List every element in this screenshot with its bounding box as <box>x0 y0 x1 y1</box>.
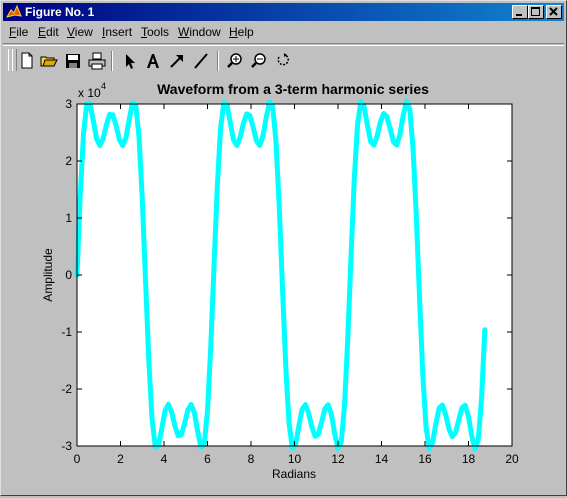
zoom-in-icon <box>227 53 242 68</box>
x-axis-label: Radians <box>272 467 316 481</box>
insert-line-icon <box>194 53 208 69</box>
menu-file[interactable]: File <box>9 25 29 39</box>
save-icon <box>66 54 80 68</box>
minimize-button[interactable] <box>512 5 528 19</box>
close-icon <box>549 7 558 16</box>
waveform-line <box>74 98 488 452</box>
select-tool-button[interactable] <box>119 51 139 71</box>
y-tick-label: 0 <box>65 268 72 282</box>
window-title: Figure No. 1 <box>25 5 95 19</box>
maximize-icon <box>531 7 540 16</box>
insert-line-button[interactable] <box>191 51 211 71</box>
chart-title: Waveform from a 3-term harmonic series <box>157 81 429 97</box>
new-file-button[interactable] <box>17 51 37 71</box>
x-tick-label: 14 <box>375 452 389 466</box>
close-button[interactable] <box>546 5 562 19</box>
y-axis-ticks: -3 -2 -1 0 1 2 3 <box>61 97 512 453</box>
x-tick-label: 16 <box>418 452 432 466</box>
y-exponent-power: 4 <box>101 81 106 91</box>
figure-canvas: 0 2 4 6 8 10 12 14 16 18 20 -3 -2 -1 0 1 2 3 Waveform fr… <box>3 74 564 493</box>
insert-text-button[interactable] <box>143 51 163 71</box>
insert-text-icon <box>147 54 159 68</box>
x-tick-label: 0 <box>74 452 81 466</box>
x-tick-label: 20 <box>505 452 519 466</box>
toolbar-separator-2 <box>217 51 219 71</box>
maximize-button[interactable] <box>528 5 544 19</box>
open-file-button[interactable] <box>39 51 59 71</box>
x-tick-label: 2 <box>117 452 124 466</box>
zoom-in-button[interactable] <box>225 51 245 71</box>
zoom-out-icon <box>251 53 266 68</box>
minimize-icon <box>516 14 522 16</box>
title-bar[interactable]: Figure No. 1 <box>3 3 564 21</box>
matlab-logo-icon <box>6 4 22 18</box>
menu-insert[interactable]: Insert <box>102 25 133 39</box>
save-button[interactable] <box>63 51 83 71</box>
menu-window[interactable]: Window <box>178 25 221 39</box>
toolbar-separator <box>111 51 113 71</box>
print-icon <box>88 52 106 70</box>
y-tick-label: -2 <box>61 382 72 396</box>
y-tick-label: 1 <box>65 211 72 225</box>
y-tick-label: 2 <box>65 154 72 168</box>
menu-bar: File Edit View Insert Tools Window Help <box>3 22 564 42</box>
y-axis-label: Amplitude <box>41 248 55 302</box>
toolbar <box>3 43 564 74</box>
x-tick-label: 10 <box>288 452 302 466</box>
insert-arrow-button[interactable] <box>167 51 187 71</box>
rotate-3d-icon <box>277 53 289 66</box>
menu-edit[interactable]: Edit <box>38 25 59 39</box>
menu-help[interactable]: Help <box>229 25 254 39</box>
x-tick-label: 12 <box>331 452 345 466</box>
zoom-out-button[interactable] <box>249 51 269 71</box>
y-tick-label: 3 <box>65 97 72 111</box>
select-arrow-icon <box>126 54 135 69</box>
insert-arrow-icon <box>170 55 183 68</box>
menu-view[interactable]: View <box>67 25 93 39</box>
waveform-series <box>74 98 488 452</box>
new-file-icon <box>21 52 33 69</box>
print-button[interactable] <box>87 51 107 71</box>
y-tick-label: -1 <box>61 325 72 339</box>
y-tick-label: -3 <box>61 439 72 453</box>
x-axis-ticks: 0 2 4 6 8 10 12 14 16 18 20 <box>74 104 519 466</box>
y-exponent-base: x 10 <box>78 86 101 100</box>
rotate-3d-button[interactable] <box>273 51 293 71</box>
x-tick-label: 6 <box>204 452 211 466</box>
x-tick-label: 18 <box>462 452 476 466</box>
toolbar-grip-2[interactable] <box>12 49 17 71</box>
x-tick-label: 8 <box>248 452 255 466</box>
menu-tools[interactable]: Tools <box>141 25 170 39</box>
open-folder-icon <box>40 56 58 67</box>
x-tick-label: 4 <box>161 452 168 466</box>
